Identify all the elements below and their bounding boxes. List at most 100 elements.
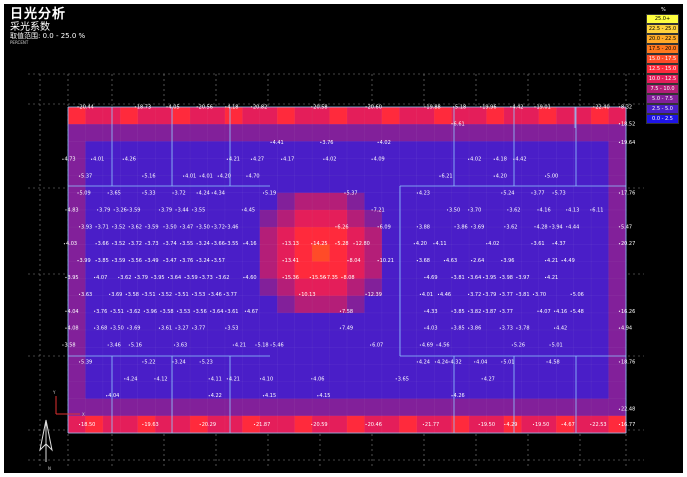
sample-point <box>424 327 426 329</box>
sample-point <box>546 361 548 363</box>
heatmap-cell <box>590 312 610 331</box>
sample-point <box>424 310 426 312</box>
sample-point <box>419 293 421 295</box>
heatmap-cell <box>294 158 313 177</box>
heatmap-cell <box>207 312 226 331</box>
legend-bin: 17.5 - 20.0 <box>646 44 679 54</box>
heatmap-cell <box>277 415 296 434</box>
value-label: 4.08 <box>67 326 78 332</box>
heatmap-cell <box>399 226 418 245</box>
sample-point <box>142 361 144 363</box>
sample-point <box>365 423 367 426</box>
value-label: 4.24 <box>199 191 210 197</box>
value-label: 3.88 <box>419 224 430 230</box>
value-label: 3.47 <box>166 258 177 264</box>
heatmap-cell <box>224 381 243 400</box>
heatmap-cell <box>172 415 191 434</box>
value-label: 4.69 <box>422 343 433 349</box>
heatmap-cell <box>521 398 540 417</box>
sample-point <box>77 259 79 262</box>
heatmap-cell <box>85 398 104 417</box>
value-label: 20.27 <box>621 241 635 247</box>
value-label: 4.07 <box>540 309 551 315</box>
sample-point <box>166 106 168 108</box>
value-label: 3.87 <box>485 309 496 315</box>
heatmap-cell <box>364 346 383 365</box>
heatmap-cell <box>311 329 331 348</box>
heatmap-cell <box>329 192 348 211</box>
value-label: 3.50 <box>166 224 177 230</box>
sample-point <box>478 423 480 426</box>
sample-point <box>282 243 284 245</box>
value-label: 4.20 <box>220 174 231 180</box>
heatmap-cell <box>364 381 383 400</box>
value-label: 3.69 <box>111 292 122 298</box>
sample-point <box>134 276 136 279</box>
value-label: 4.01 <box>185 174 196 180</box>
value-label: 4.10 <box>262 376 273 382</box>
sample-point <box>516 276 518 279</box>
heatmap-cell <box>277 364 296 383</box>
sample-point <box>97 209 99 211</box>
heatmap-cell <box>521 381 540 400</box>
heatmap-cell <box>556 278 575 297</box>
value-label: 19.01 <box>536 104 550 110</box>
sample-point <box>377 141 379 143</box>
sample-point <box>486 243 488 245</box>
value-label: 3.96 <box>503 258 514 264</box>
sample-point <box>416 259 418 262</box>
value-label: 4.04 <box>67 309 78 315</box>
heatmap-cell <box>259 295 278 314</box>
heatmap-cell <box>486 329 505 348</box>
legend-bin: 25.0+ <box>646 14 679 24</box>
heatmap-cell <box>399 175 418 194</box>
sample-point <box>142 423 144 426</box>
heatmap-cell <box>590 175 610 194</box>
sample-point <box>262 192 265 194</box>
value-label: 3.66 <box>214 241 225 247</box>
value-label: 3.53 <box>194 292 205 298</box>
sample-point <box>544 175 547 177</box>
sample-point <box>499 310 501 312</box>
sample-point <box>311 243 313 245</box>
sample-point <box>537 209 539 211</box>
value-label: 12.80 <box>356 241 370 247</box>
sample-point <box>172 192 174 194</box>
sample-point <box>618 123 621 125</box>
sample-point <box>176 310 179 312</box>
heatmap-cell <box>399 106 418 125</box>
heatmap-cell <box>381 278 400 297</box>
sample-point <box>451 310 453 312</box>
sample-point <box>158 293 161 295</box>
value-label: 4.15 <box>319 393 330 399</box>
heatmap-cell <box>433 381 453 400</box>
sample-point <box>65 310 67 312</box>
heatmap-cell <box>242 123 261 142</box>
sample-point <box>552 243 554 245</box>
sample-point <box>309 276 311 279</box>
sample-point <box>199 276 201 279</box>
sample-point <box>77 192 79 194</box>
legend-bin: 7.5 - 10.0 <box>646 84 679 94</box>
sample-point <box>493 158 495 160</box>
value-label: 3.59 <box>187 275 198 281</box>
sample-point <box>549 344 551 346</box>
sample-point <box>225 243 227 245</box>
chart-title: 日光分析 <box>10 7 67 22</box>
sample-point <box>95 259 97 262</box>
sample-point <box>513 158 515 160</box>
axis-y-label: Y <box>52 390 56 395</box>
value-label: 4.63 <box>446 258 457 264</box>
heatmap-cell <box>259 312 278 331</box>
heatmap-cell <box>556 141 575 160</box>
heatmap-cell <box>608 261 627 280</box>
heatmap-cell <box>277 175 296 194</box>
value-labels: 20.44 18.73 4.05 20.56 4.18 20.82 20.58 20.60 19… <box>62 104 635 428</box>
sample-point <box>196 259 198 262</box>
heatmap-cell <box>364 175 383 194</box>
heatmap-cell <box>294 175 313 194</box>
sample-point <box>145 259 147 262</box>
heatmap-cell <box>364 312 383 331</box>
value-label: 4.27 <box>253 157 264 163</box>
value-label: 4.02 <box>380 140 391 146</box>
